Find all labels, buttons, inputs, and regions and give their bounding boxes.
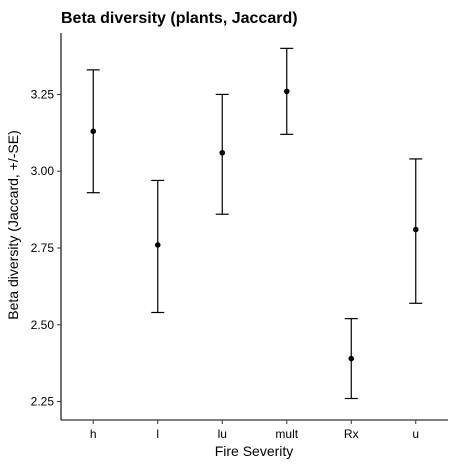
y-tick-label: 2.50 <box>31 318 55 332</box>
y-axis-title: Beta diversity (Jaccard, +/-SE) <box>5 130 21 319</box>
chart-title: Beta diversity (plants, Jaccard) <box>61 10 298 27</box>
x-tick-label: Rx <box>344 427 359 441</box>
data-point <box>348 355 355 362</box>
x-tick-label: u <box>412 427 419 441</box>
x-tick-label: l <box>156 427 159 441</box>
plot-area: 2.25 2.50 2.75 3.00 3.25 h l lu mult Rx u <box>31 33 448 441</box>
y-tick-label: 3.00 <box>31 164 55 178</box>
y-tick-label: 2.75 <box>31 241 55 255</box>
data-point <box>283 88 290 95</box>
data-point <box>412 226 419 233</box>
data-point <box>154 242 161 248</box>
data-point <box>90 128 97 135</box>
x-tick-label: lu <box>218 427 227 441</box>
y-tick-label: 2.25 <box>31 395 55 409</box>
x-tick-label: mult <box>275 427 298 441</box>
y-tick-label: 3.25 <box>31 87 55 101</box>
x-tick-label: h <box>90 427 97 441</box>
data-point <box>219 149 226 156</box>
x-axis-title: Fire Severity <box>215 443 294 459</box>
